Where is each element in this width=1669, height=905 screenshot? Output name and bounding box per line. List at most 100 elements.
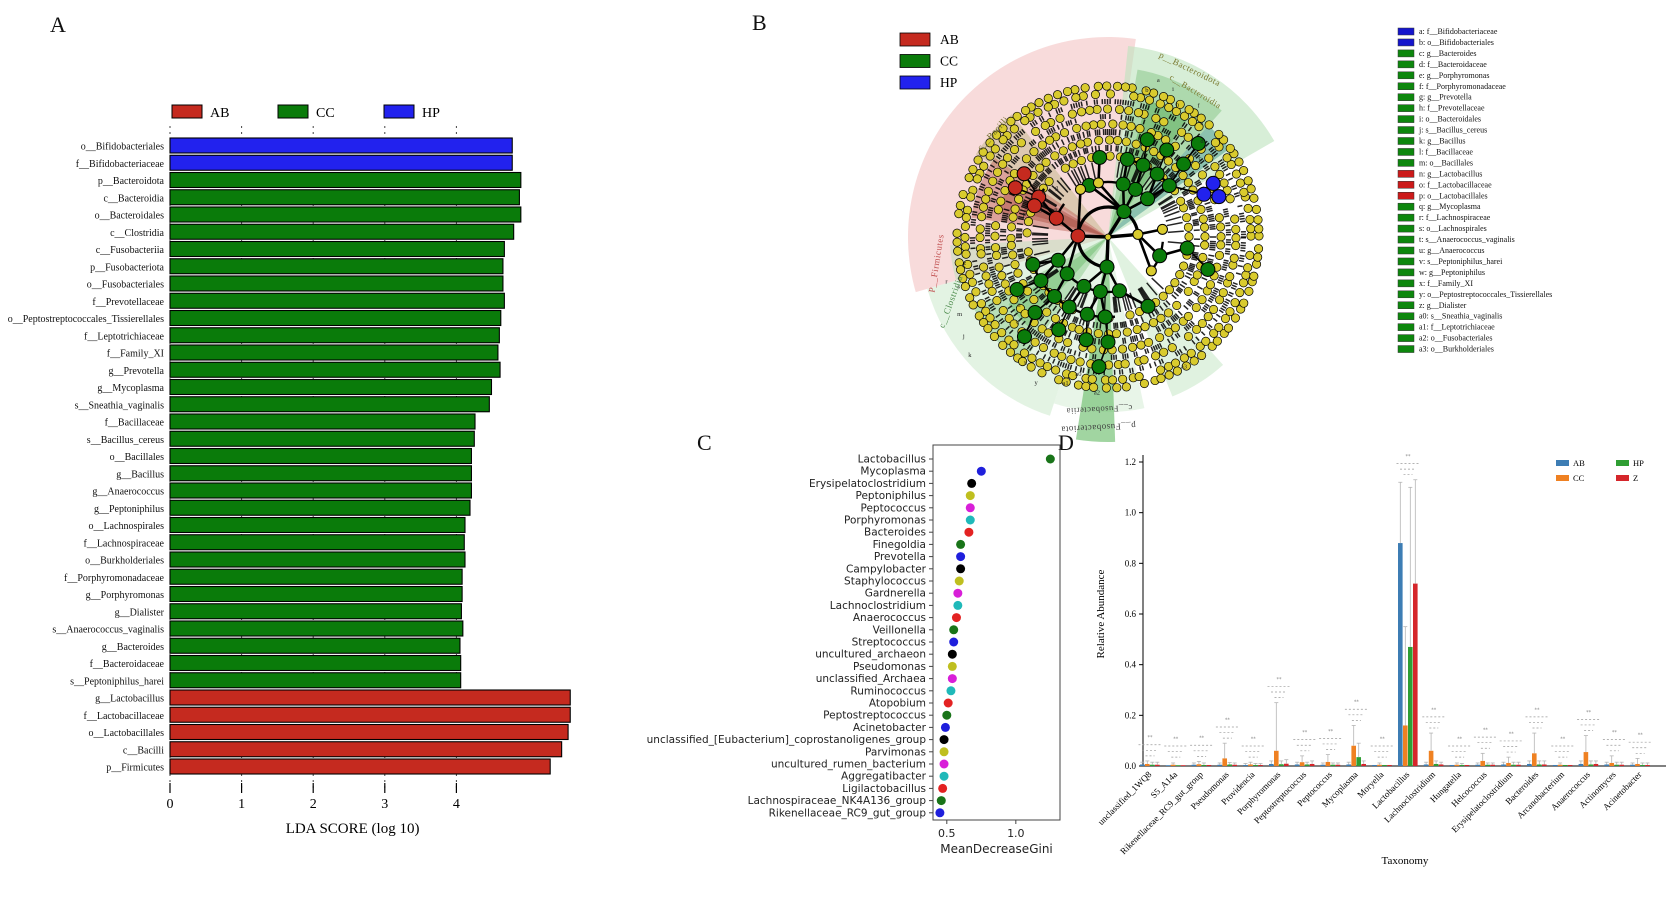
svg-text:1.2: 1.2 (1125, 457, 1136, 467)
clade-letter-label: a (1157, 77, 1160, 84)
abundance-bar (1501, 764, 1506, 766)
abundance-group: ** (1138, 735, 1162, 766)
lda-bar (169, 465, 472, 482)
clade-letter-label: p (1023, 211, 1026, 218)
svg-text:j: s__Bacillus_cereus: j: s__Bacillus_cereus (1418, 126, 1487, 135)
svg-text:1: 1 (238, 797, 245, 812)
clade-letter-label: d (1200, 138, 1204, 145)
clade-node (1079, 306, 1095, 322)
gini-dot (967, 478, 977, 488)
panel-a-lda-bar-chart: AB CC HP 0 1 2 3 4 LDA SCORE (log 10) o__Bifidoba… (8, 104, 571, 837)
abundance-bar (1299, 762, 1305, 766)
clade-legend-swatch (1397, 104, 1415, 112)
svg-text:0.4: 0.4 (1125, 660, 1137, 670)
clade-node (1009, 282, 1025, 297)
abundance-bar (1557, 764, 1563, 766)
lda-bar (169, 154, 513, 171)
legend-swatch-CC (1556, 475, 1569, 481)
abundance-bar (1150, 764, 1155, 766)
svg-text:Staphylococcus: Staphylococcus (844, 576, 926, 588)
clade-legend-swatch (1397, 323, 1415, 331)
abundance-bar (1516, 764, 1521, 766)
abundance-group: ** (1293, 730, 1317, 766)
abundance-group: ** (1267, 677, 1291, 766)
abundance-bar (1206, 764, 1212, 766)
gini-dot (947, 674, 957, 684)
clade-node (1051, 322, 1067, 338)
svg-text:**: ** (1535, 707, 1541, 713)
clade-legend-swatch (1397, 312, 1415, 320)
svg-text:Z: Z (1633, 473, 1638, 483)
clade-node (1099, 259, 1115, 275)
lda-bar (169, 292, 505, 309)
gini-dot (965, 491, 975, 501)
svg-text:Parvimonas: Parvimonas (865, 746, 926, 758)
abundance-group: ** (1628, 733, 1652, 766)
clade-legend-swatch (1397, 148, 1415, 156)
gini-dot (936, 796, 946, 806)
clade-legend-swatch (1397, 301, 1415, 309)
lda-bar (169, 327, 500, 344)
abundance-bar (1542, 764, 1547, 766)
lda-bar (169, 551, 466, 568)
gini-dot (951, 613, 961, 623)
abundance-group: ** (1422, 707, 1446, 766)
svg-text:uncultured_rumen_bacterium: uncultured_rumen_bacterium (771, 759, 926, 771)
svg-text:0: 0 (167, 797, 174, 812)
abundance-bar (1537, 764, 1542, 766)
svg-text:1.0: 1.0 (1125, 508, 1137, 518)
svg-text:g__Bacillus: g__Bacillus (116, 469, 164, 480)
abundance-group: ** (1525, 707, 1549, 766)
clade-node (1116, 204, 1132, 220)
svg-text:r: f__Lachnospiraceae: r: f__Lachnospiraceae (1419, 213, 1491, 222)
lda-bar (169, 654, 462, 672)
abundance-bar (1552, 764, 1558, 766)
svg-text:f__Prevotellaceae: f__Prevotellaceae (92, 297, 164, 308)
clade-legend-swatch (1397, 137, 1415, 145)
abundance-bar (1180, 765, 1186, 766)
svg-text:unclassified_Archaea: unclassified_Archaea (816, 673, 926, 685)
clade-node (1091, 359, 1107, 375)
abundance-bar (1464, 764, 1470, 766)
svg-text:p__Fusobacteriota: p__Fusobacteriota (90, 262, 164, 273)
clade-letter-label: m (957, 311, 962, 318)
abundance-bar (1279, 764, 1284, 766)
clade-node (1050, 252, 1066, 268)
abundance-bar (1232, 764, 1237, 766)
gini-dot (956, 552, 966, 562)
svg-text:CC: CC (940, 54, 958, 69)
svg-text:p: o__Lactobacillales: p: o__Lactobacillales (1419, 191, 1488, 200)
svg-text:Erysipelatoclostridium: Erysipelatoclostridium (809, 478, 926, 490)
clade-node (1092, 283, 1108, 299)
svg-text:Campylobacter: Campylobacter (846, 563, 927, 575)
abundance-bar (1325, 761, 1331, 766)
svg-text:**: ** (1638, 733, 1644, 739)
svg-text:**: ** (1380, 736, 1386, 742)
clade-letter-label: f (1198, 103, 1201, 110)
d-x-axis-title: Taxonomy (1382, 855, 1429, 867)
svg-text:Ruminococcus: Ruminococcus (850, 685, 926, 697)
clade-legend-swatch (1397, 49, 1415, 58)
svg-text:Anaerococcus: Anaerococcus (853, 612, 926, 624)
lda-bar (169, 378, 493, 396)
svg-text:**: ** (1148, 735, 1154, 741)
lda-bar (169, 344, 499, 361)
gini-dot (954, 576, 964, 586)
gini-dot (976, 466, 986, 476)
legend-swatch-CC (899, 54, 931, 68)
clade-letter-label: n (1054, 207, 1058, 214)
lda-bar (169, 534, 465, 551)
clade-letter-label: a2 (1094, 390, 1100, 397)
clade-legend-swatch (1397, 290, 1415, 299)
lda-bar (169, 758, 551, 775)
lda-bar (169, 689, 571, 706)
clade-node (1135, 157, 1151, 173)
abundance-bar (1480, 760, 1485, 766)
abundance-bar (1593, 763, 1599, 766)
clade-node (1149, 166, 1165, 182)
lda-bar (169, 723, 569, 741)
legend-swatch-HP (899, 75, 931, 90)
clade-legend-swatch (1397, 268, 1415, 277)
clade-node (1070, 228, 1086, 244)
